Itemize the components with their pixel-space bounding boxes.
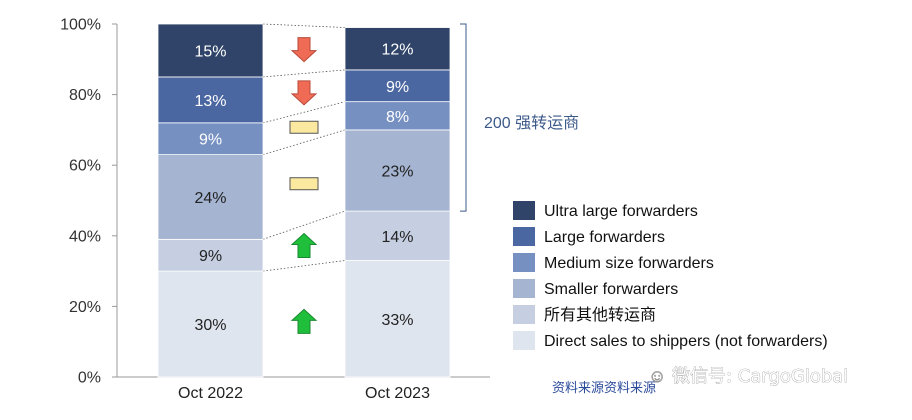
x-category-label: Oct 2022 (178, 385, 243, 402)
y-tick-label: 60% (69, 158, 101, 175)
segment-value-label: 9% (386, 79, 409, 96)
segment-value-label: 9% (199, 132, 222, 149)
wechat-icon: ☺ (648, 366, 666, 386)
y-axis-ticks: 0% 20% 40% 60% 80% 100% (60, 17, 117, 387)
segment-value-label: 15% (194, 43, 226, 60)
legend-swatch (513, 305, 535, 324)
bar-segment (344, 27, 451, 71)
category-labels: Oct 2022 Oct 2023 (178, 385, 430, 402)
x-category-label: Oct 2023 (365, 385, 430, 402)
legend-swatch (513, 331, 535, 350)
down-arrow-icon (290, 37, 318, 63)
y-tick-label: 20% (69, 299, 101, 316)
bar-segment (344, 260, 451, 378)
bar-segment (344, 69, 451, 103)
bar-segment (157, 122, 264, 156)
segment-value-label: 14% (381, 229, 413, 246)
down-arrow-icon (290, 80, 318, 106)
segment-value-label: 8% (386, 109, 409, 126)
bar-segment (157, 154, 264, 240)
bars (157, 23, 451, 378)
segment-labels: 30% 9% 24% 9% 13% 15% 33% 14% 23% 8% 9% 12% (194, 42, 413, 334)
watermark: ☺ 微信号: CargoGlobal (648, 366, 849, 388)
y-tick-label: 0% (78, 370, 101, 387)
connector-line (262, 210, 346, 240)
legend-label: 所有其他转运商 (544, 306, 656, 324)
bar-segment (344, 129, 451, 212)
source-note: 资料来源资料来源 (552, 381, 656, 396)
trend-markers (289, 37, 319, 334)
legend-label: Large forwarders (544, 229, 665, 246)
segment-value-label: 23% (381, 163, 413, 180)
segment-value-label: 24% (194, 190, 226, 207)
segment-connectors (262, 23, 346, 272)
bar-segment (157, 238, 264, 272)
connector-line (262, 129, 346, 155)
bracket-label: 200 强转运商 (484, 114, 579, 132)
connector-line (262, 101, 346, 124)
connector-line (262, 260, 346, 272)
connector-line (262, 23, 346, 28)
y-tick-label: 40% (69, 228, 101, 245)
bracket-line (460, 23, 467, 212)
bar-segment (157, 23, 264, 78)
legend: Ultra large forwarders Large forwarders Me… (513, 201, 828, 350)
y-tick-label: 80% (69, 87, 101, 104)
legend-label: Direct sales to shippers (not forwarders… (544, 333, 828, 350)
segment-value-label: 33% (381, 312, 413, 329)
up-arrow-icon (290, 308, 318, 334)
legend-swatch (513, 227, 535, 246)
y-tick-label: 100% (60, 17, 101, 34)
flat-dash-icon (289, 120, 319, 134)
legend-swatch (513, 253, 535, 272)
segment-value-label: 12% (381, 42, 413, 59)
legend-swatch (513, 279, 535, 298)
top200-bracket: 200 强转运商 (460, 23, 579, 212)
segment-value-label: 13% (194, 93, 226, 110)
bar-segment (157, 270, 264, 378)
segment-value-label: 9% (199, 248, 222, 265)
bar-segment (157, 76, 264, 124)
connector-line (262, 69, 346, 78)
legend-label: Ultra large forwarders (544, 203, 698, 220)
legend-label: Smaller forwarders (544, 281, 678, 298)
legend-label: Medium size forwarders (544, 255, 714, 272)
up-arrow-icon (290, 232, 318, 259)
segment-value-label: 30% (194, 317, 226, 334)
legend-swatch (513, 201, 535, 220)
bar-segment (344, 101, 451, 131)
flat-dash-icon (289, 177, 319, 191)
watermark-text: 微信号: CargoGlobal (672, 366, 848, 387)
